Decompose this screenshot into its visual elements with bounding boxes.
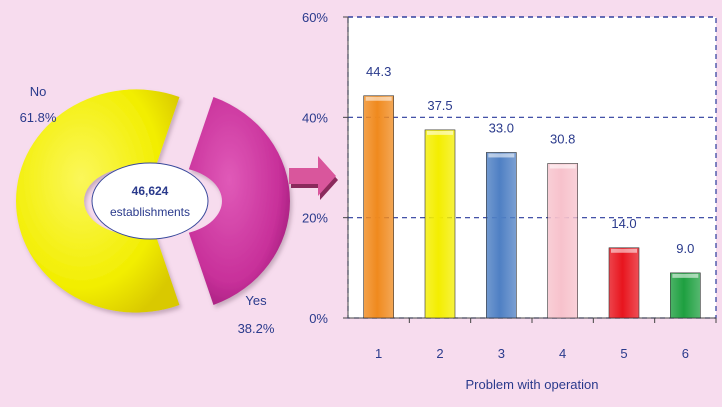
bar-highlight [549, 164, 576, 169]
bar [547, 163, 578, 319]
bar-chart: 0% 20% 40% 60% 44.3 37.5 33.0 30.8 14.0 9.0 1 2 3 4… [302, 10, 717, 392]
bar [363, 95, 394, 319]
y-tick-label: 60% [302, 10, 328, 25]
y-tick-label: 20% [302, 211, 328, 226]
bar-value-label: 44.3 [366, 64, 391, 79]
bar-value-label: 30.8 [550, 131, 575, 146]
pie-slice-no [15, 89, 180, 313]
bar-value-label: 33.0 [489, 120, 514, 135]
x-tick-label: 4 [559, 346, 566, 361]
bar-value-label: 9.0 [676, 241, 694, 256]
pie-center-count: 46,624 [132, 184, 169, 198]
x-tick-label: 1 [375, 346, 382, 361]
pie-label-yes: Yes [245, 293, 267, 308]
plot-area [348, 17, 716, 318]
bar-highlight [365, 96, 392, 101]
bar-value-label: 37.5 [427, 98, 452, 113]
bar-value-label: 14.0 [611, 216, 636, 231]
bar-highlight [611, 248, 637, 253]
bar-highlight [672, 273, 699, 278]
pie-center-bubble [91, 162, 209, 240]
y-tick-label: 0% [309, 311, 328, 326]
pie-chart: 46,624 establishments No 61.8% Yes 38.2% [15, 84, 290, 336]
bar [424, 129, 456, 319]
pie-value-yes: 38.2% [238, 321, 275, 336]
y-tick-label: 40% [302, 110, 328, 125]
x-tick-label: 6 [682, 346, 689, 361]
x-tick-label: 5 [620, 346, 627, 361]
right-arrow-icon [289, 156, 338, 200]
pie-label-no: No [30, 84, 47, 99]
pie-value-no: 61.8% [20, 110, 57, 125]
plot-frame [347, 16, 717, 319]
bar-highlight [427, 130, 453, 135]
bar [670, 272, 701, 319]
x-axis-title: Problem with operation [466, 377, 599, 392]
bar-highlight [488, 153, 515, 158]
x-tick-label: 3 [498, 346, 505, 361]
pie-center-unit: establishments [110, 205, 190, 219]
x-tick-label: 2 [436, 346, 443, 361]
pie-slice-yes [188, 96, 290, 306]
bar [608, 247, 640, 319]
bar [486, 152, 517, 319]
